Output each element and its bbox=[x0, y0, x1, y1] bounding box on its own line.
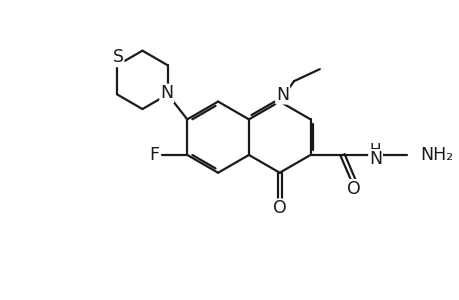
Text: O: O bbox=[272, 199, 286, 217]
Text: N: N bbox=[275, 85, 289, 103]
Text: O: O bbox=[347, 180, 360, 198]
Text: S: S bbox=[112, 48, 123, 66]
Text: H: H bbox=[369, 143, 381, 158]
Text: N: N bbox=[160, 85, 173, 103]
Text: N: N bbox=[368, 150, 381, 168]
Text: NH₂: NH₂ bbox=[420, 146, 453, 164]
Text: F: F bbox=[149, 146, 159, 164]
